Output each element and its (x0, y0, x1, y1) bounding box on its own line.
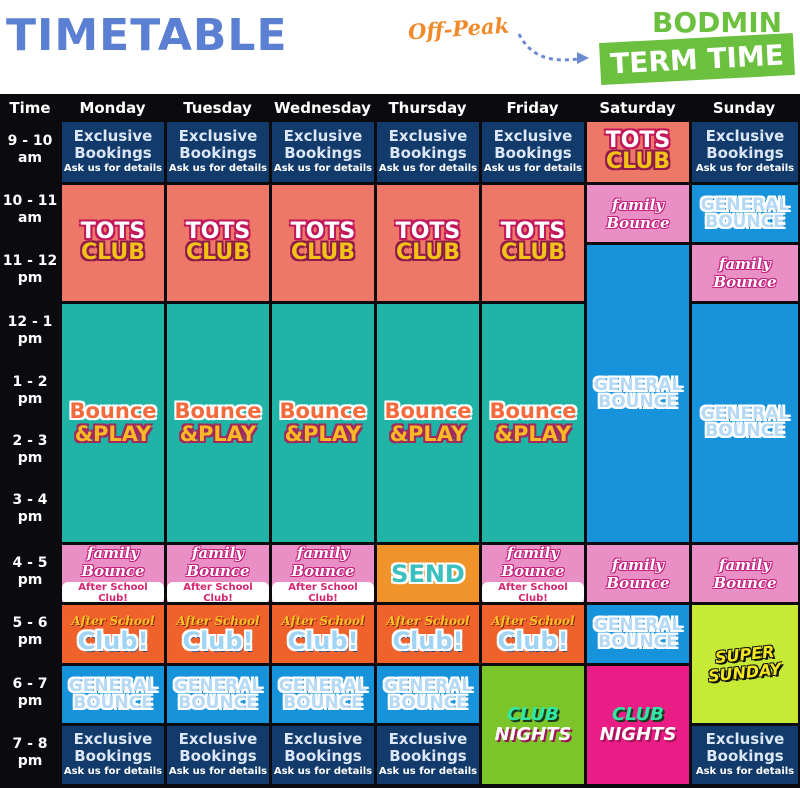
term-time-banner: TERM TIME (599, 32, 795, 86)
col-header-tuesday: Tuesday (183, 99, 252, 117)
family-bounce-cell: family Bounce After School Club! (272, 545, 374, 602)
time-slot: 11 - 12 pm (2, 253, 58, 286)
send-session-cell: SEND (377, 545, 479, 602)
tots-club-cell: TOTS CLUB (482, 185, 584, 301)
family-bounce-cell: family Bounce (587, 185, 689, 242)
tots-club-cell: TOTS CLUB (377, 185, 479, 301)
after-school-club-cell: After School Club! (482, 605, 584, 663)
general-bounce-cell: GENERAL BOUNCE (692, 185, 798, 242)
bounce-and-play-cell: Bounce &PLAY (272, 304, 374, 542)
col-header-monday: Monday (79, 99, 146, 117)
time-slot: 1 - 2 pm (12, 374, 48, 407)
tots-club-cell: TOTS CLUB (167, 185, 269, 301)
family-bounce-cell: family Bounce (692, 545, 798, 602)
time-slot: 4 - 5 pm (12, 555, 48, 588)
dashed-arrow-icon (517, 33, 589, 64)
time-slot: 3 - 4 pm (12, 492, 48, 525)
general-bounce-cell: GENERAL BOUNCE (587, 245, 689, 542)
general-bounce-cell: GENERAL BOUNCE (272, 666, 374, 723)
bounce-and-play-cell: Bounce &PLAY (167, 304, 269, 542)
family-bounce-cell: family Bounce After School Club! (167, 545, 269, 602)
exclusive-bookings-cell: Exclusive Bookings Ask us for details (692, 726, 798, 784)
col-header-sunday: Sunday (712, 99, 776, 117)
location-label: BODMIN (652, 6, 783, 39)
time-slot: 10 - 11 am (2, 193, 58, 226)
exclusive-bookings-cell: Exclusive Bookings Ask us for details (167, 726, 269, 784)
general-bounce-cell: GENERAL BOUNCE (692, 304, 798, 542)
after-school-club-cell: After School Club! (272, 605, 374, 663)
col-header-friday: Friday (506, 99, 559, 117)
col-header-saturday: Saturday (599, 99, 676, 117)
exclusive-bookings-cell: Exclusive Bookings Ask us for details (167, 122, 269, 182)
time-slot: 6 - 7 pm (12, 676, 48, 709)
col-header-thursday: Thursday (388, 99, 467, 117)
after-school-club-cell: After School Club! (62, 605, 164, 663)
family-bounce-cell: family Bounce (692, 245, 798, 301)
tots-club-cell: TOTS CLUB (62, 185, 164, 301)
bounce-and-play-cell: Bounce &PLAY (482, 304, 584, 542)
page-title: TIMETABLE (6, 10, 288, 61)
exclusive-bookings-cell: Exclusive Bookings Ask us for details (377, 122, 479, 182)
time-slot: 7 - 8 pm (12, 736, 48, 769)
exclusive-bookings-cell: Exclusive Bookings Ask us for details (482, 122, 584, 182)
after-school-club-cell: After School Club! (377, 605, 479, 663)
bounce-and-play-cell: Bounce &PLAY (377, 304, 479, 542)
time-slot: 9 - 10 am (7, 133, 53, 166)
exclusive-bookings-cell: Exclusive Bookings Ask us for details (692, 122, 798, 182)
super-sunday-cell: SUPER SUNDAY (692, 605, 798, 723)
family-bounce-cell: family Bounce After School Club! (62, 545, 164, 602)
general-bounce-cell: GENERAL BOUNCE (587, 605, 689, 663)
time-slot: 12 - 1 pm (7, 314, 53, 347)
exclusive-bookings-cell: Exclusive Bookings Ask us for details (62, 726, 164, 784)
exclusive-bookings-cell: Exclusive Bookings Ask us for details (62, 122, 164, 182)
general-bounce-cell: GENERAL BOUNCE (167, 666, 269, 723)
time-slot: 2 - 3 pm (12, 433, 48, 466)
exclusive-bookings-cell: Exclusive Bookings Ask us for details (377, 726, 479, 784)
tots-club-cell: TOTS CLUB (587, 122, 689, 182)
family-bounce-cell: family Bounce (587, 545, 689, 602)
col-header-time: Time (9, 99, 51, 117)
family-bounce-cell: family Bounce After School Club! (482, 545, 584, 602)
timetable-grid: Time Monday Tuesday Wednesday Thursday F… (0, 94, 800, 788)
club-nights-cell: CLUB NIGHTS (482, 666, 584, 784)
tots-club-cell: TOTS CLUB (272, 185, 374, 301)
term-time-label: TERM TIME (609, 37, 785, 81)
club-nights-cell: CLUB NIGHTS (587, 666, 689, 784)
time-slot: 5 - 6 pm (12, 615, 48, 648)
bounce-and-play-cell: Bounce &PLAY (62, 304, 164, 542)
general-bounce-cell: GENERAL BOUNCE (377, 666, 479, 723)
col-header-wednesday: Wednesday (274, 99, 371, 117)
general-bounce-cell: GENERAL BOUNCE (62, 666, 164, 723)
exclusive-bookings-cell: Exclusive Bookings Ask us for details (272, 122, 374, 182)
after-school-club-cell: After School Club! (167, 605, 269, 663)
exclusive-bookings-cell: Exclusive Bookings Ask us for details (272, 726, 374, 784)
off-peak-label: Off-Peak (407, 12, 510, 45)
